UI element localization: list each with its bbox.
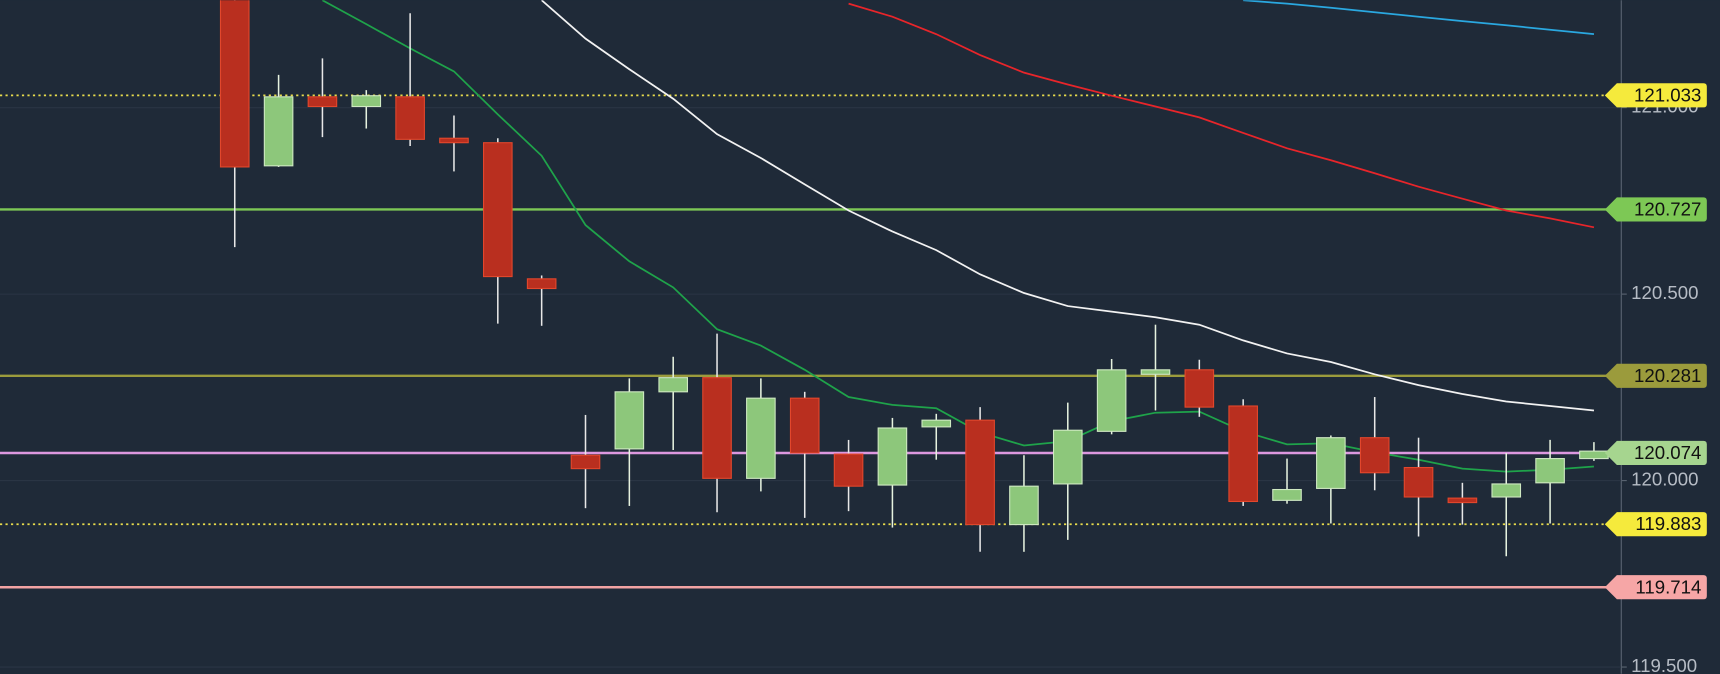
level-label-box (1604, 512, 1707, 537)
level-label: 120.074 (1634, 442, 1701, 463)
level-label-box (1604, 363, 1707, 388)
level-label-box (1604, 440, 1707, 466)
candle-body (746, 397, 776, 479)
candle-body (1491, 483, 1522, 498)
candle-body (1184, 369, 1215, 408)
candle-body (570, 454, 601, 470)
candle-body (1009, 485, 1039, 526)
candle-body (1272, 488, 1302, 501)
candle-body (1579, 450, 1609, 460)
level-label: 120.727 (1634, 198, 1701, 219)
candle-body (1052, 429, 1083, 485)
y-tick-label: 120.500 (1631, 282, 1698, 303)
plot (0, 0, 1622, 668)
candle-body (921, 419, 952, 428)
candle-body (219, 0, 250, 168)
candle-body (1316, 437, 1346, 489)
candle-body (526, 278, 557, 290)
level-label: 119.714 (1635, 576, 1701, 597)
level-label: 119.883 (1635, 513, 1701, 534)
candle-body (658, 377, 689, 393)
candle-body (1447, 497, 1478, 504)
candle-body (614, 391, 645, 450)
candle-body (1403, 466, 1434, 498)
level-label: 120.281 (1634, 365, 1701, 386)
moving-average-line (541, 0, 1595, 412)
candle-body (351, 95, 382, 108)
level-label-box (1604, 575, 1707, 600)
candle-body (1359, 437, 1390, 474)
candle-body (439, 137, 469, 144)
candle-body (1096, 369, 1127, 432)
moving-average-line (1243, 0, 1595, 36)
candle-body (307, 96, 338, 108)
y-tick-label: 120.000 (1631, 469, 1698, 490)
candle-body (789, 397, 820, 454)
level-label-box (1604, 197, 1707, 222)
candle-body (833, 453, 864, 487)
candle-body (1535, 458, 1565, 484)
candle-body (1140, 369, 1171, 375)
moving-average-line (848, 2, 1595, 229)
level-label-box (1604, 83, 1707, 108)
candle-body (483, 142, 513, 278)
level-label: 121.033 (1634, 84, 1701, 105)
candle-body (702, 377, 732, 479)
candle-body (1228, 405, 1258, 503)
y-tick-label: 119.500 (1631, 655, 1697, 674)
candle-body (395, 96, 425, 140)
candle-body (965, 419, 995, 526)
candle-body (877, 427, 908, 486)
candle-body (263, 96, 294, 167)
